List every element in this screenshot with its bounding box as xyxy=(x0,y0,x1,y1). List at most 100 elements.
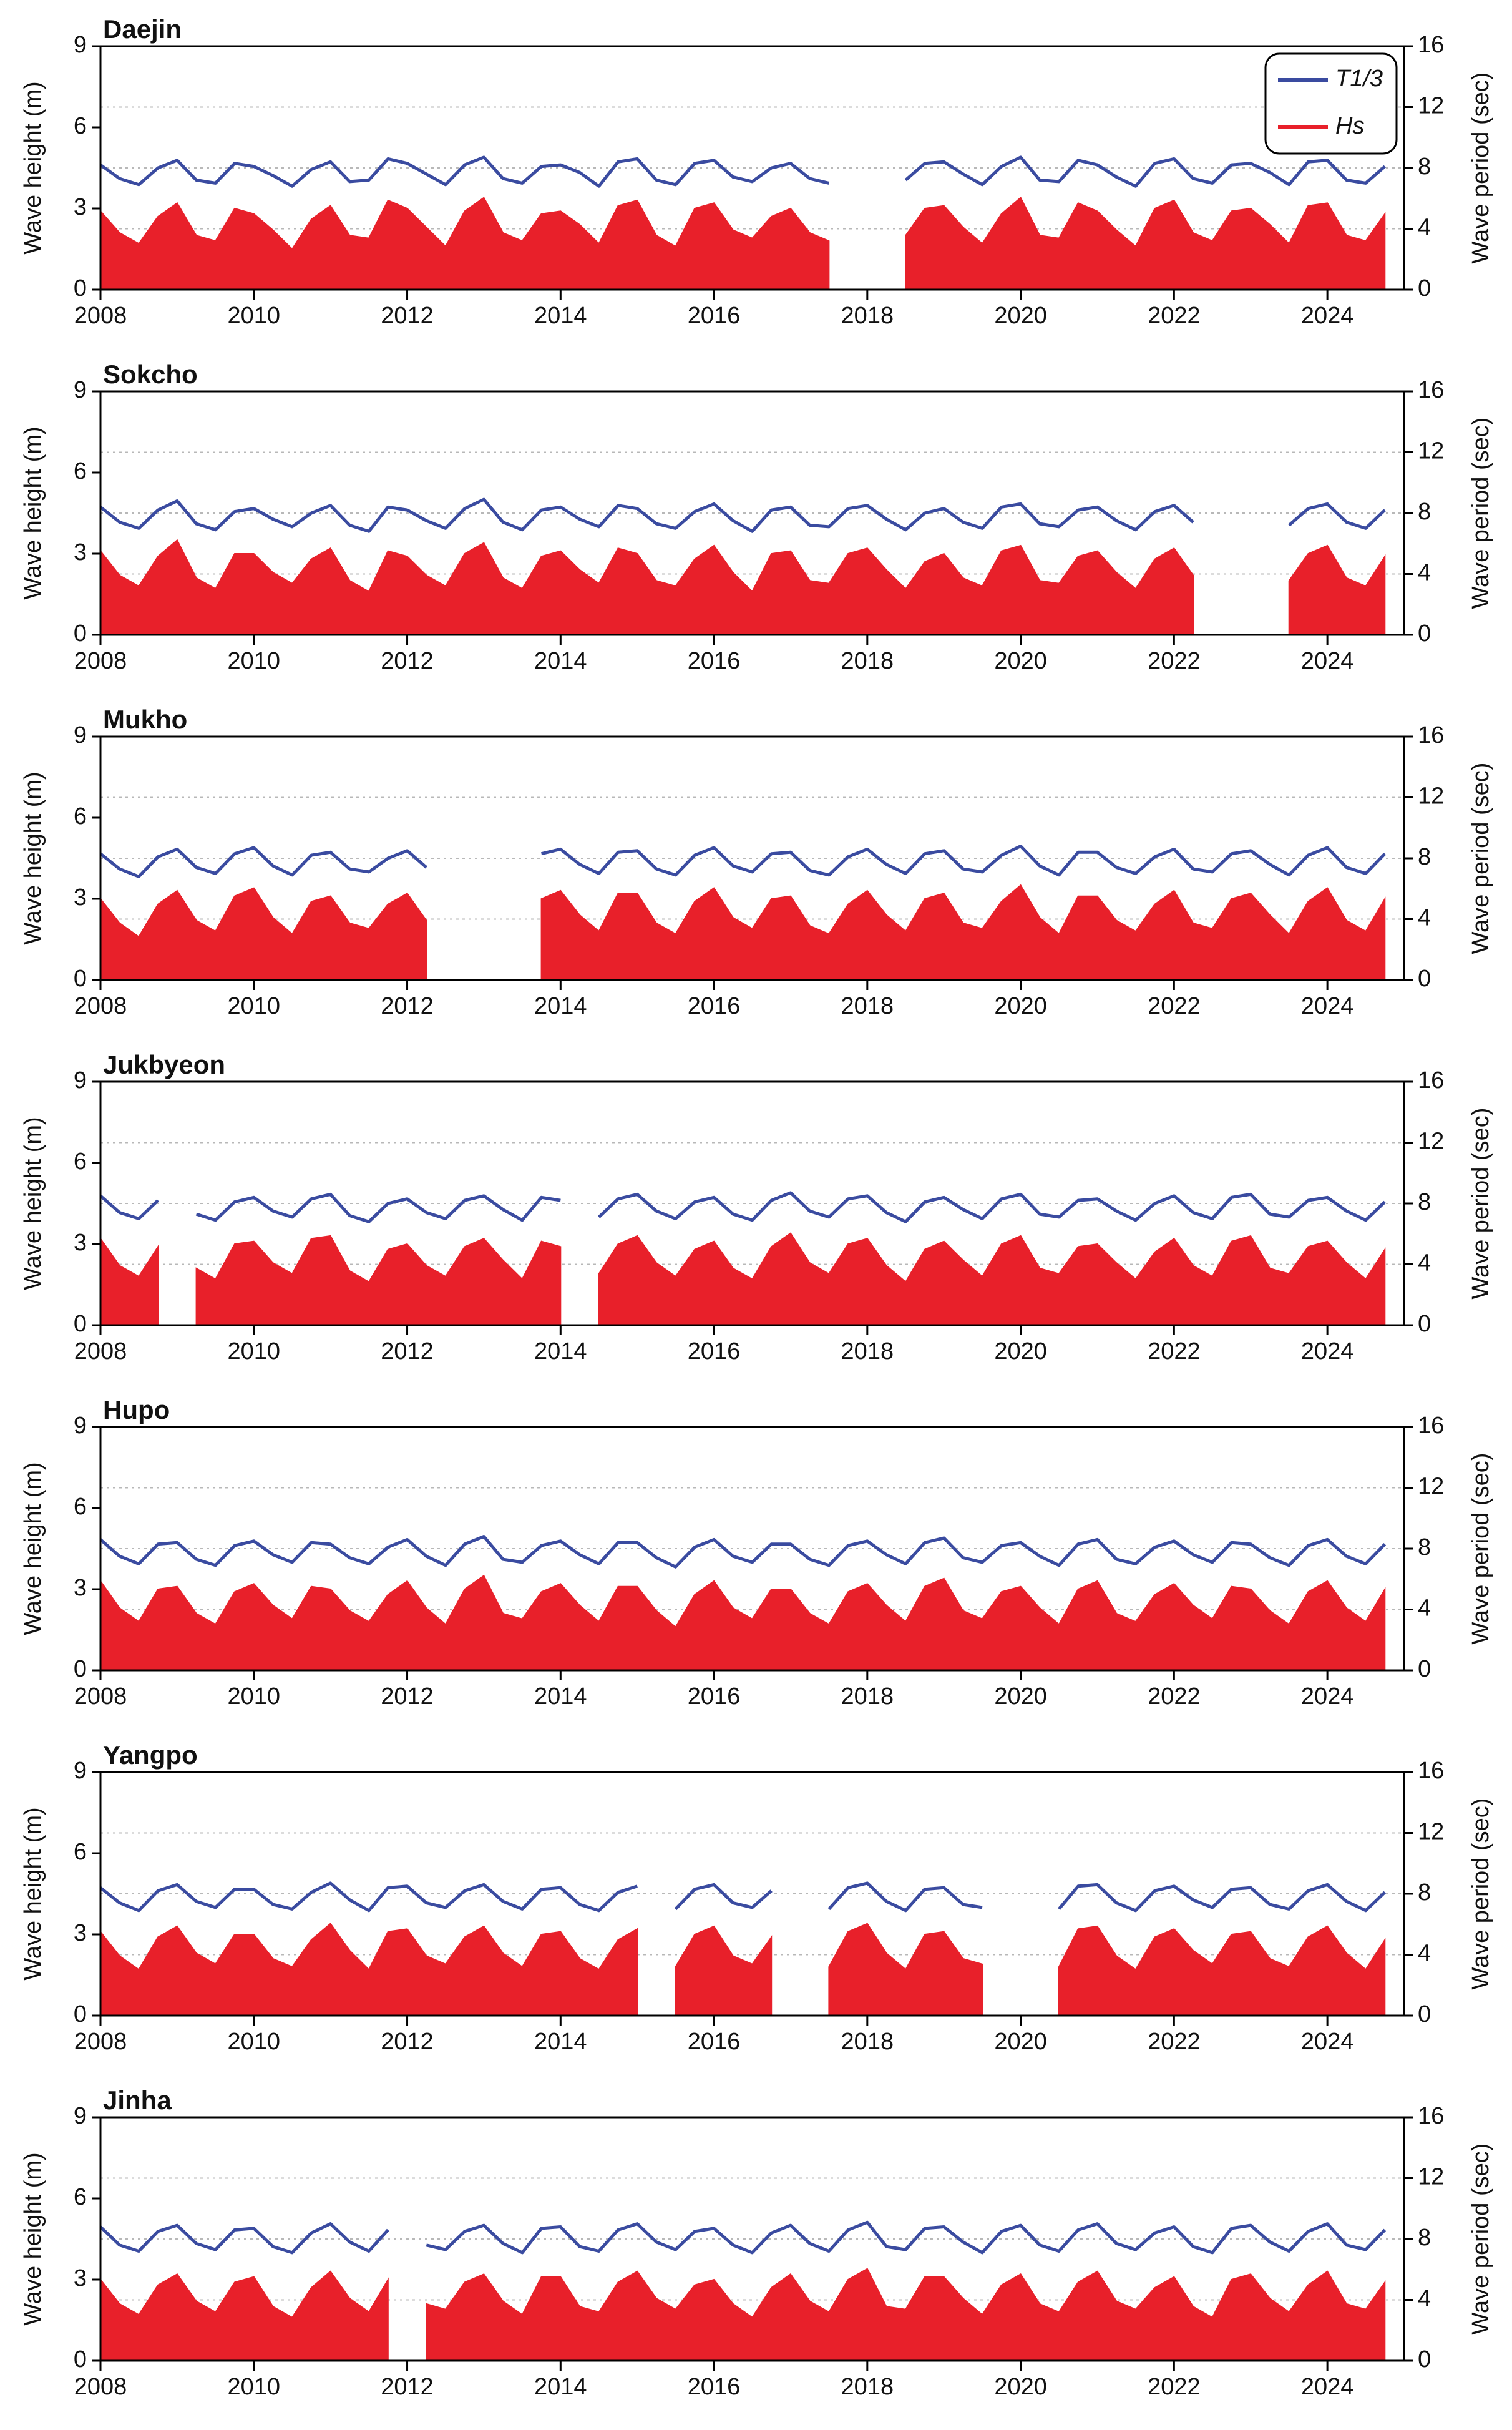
y2-tick-label: 8 xyxy=(1418,1879,1431,1906)
y2-tick-label: 8 xyxy=(1418,1189,1431,1215)
y-tick-label: 3 xyxy=(74,1575,87,1601)
x-tick-label: 2008 xyxy=(74,648,127,674)
x-tick-label: 2020 xyxy=(994,1338,1047,1364)
x-tick-label: 2024 xyxy=(1301,1338,1354,1364)
x-tick-label: 2014 xyxy=(534,303,587,329)
x-tick-label: 2018 xyxy=(841,648,894,674)
y-tick-label: 0 xyxy=(74,275,87,301)
y-axis-label: Wave height (m) xyxy=(20,1462,46,1635)
x-tick-label: 2016 xyxy=(688,303,741,329)
x-tick-label: 2022 xyxy=(1148,2029,1201,2055)
y-axis-label: Wave height (m) xyxy=(20,772,46,944)
y2-tick-label: 16 xyxy=(1418,1413,1444,1439)
x-tick-label: 2018 xyxy=(841,303,894,329)
y2-tick-label: 16 xyxy=(1418,1758,1444,1784)
y-tick-label: 3 xyxy=(74,884,87,911)
y2-tick-label: 8 xyxy=(1418,154,1431,180)
y-tick-label: 6 xyxy=(74,1494,87,1520)
x-tick-label: 2012 xyxy=(381,1683,434,1710)
x-tick-label: 2014 xyxy=(534,2374,587,2400)
y2-tick-label: 0 xyxy=(1418,1311,1431,1337)
y2-axis-label: Wave period (sec) xyxy=(1468,418,1494,609)
period-line xyxy=(99,1881,1387,1913)
period-line xyxy=(99,2220,1387,2255)
plot-frame xyxy=(99,735,1405,981)
plot-frame xyxy=(99,45,1405,291)
y2-tick-label: 4 xyxy=(1418,1941,1431,1967)
x-tick-label: 2024 xyxy=(1301,1683,1354,1710)
panel: 0 4 8 12 16 0 3 6 9 2008 2010 2012 2014 2016 2018 2020 2… xyxy=(20,2085,1494,2400)
x-tick-label: 2018 xyxy=(841,1683,894,1710)
y-axis-label: Wave height (m) xyxy=(20,1117,46,1290)
x-tick-label: 2012 xyxy=(381,993,434,1019)
y2-tick-label: 4 xyxy=(1418,1250,1431,1276)
y2-tick-label: 12 xyxy=(1418,93,1444,119)
x-tick-label: 2010 xyxy=(227,1338,280,1364)
y2-axis-label: Wave period (sec) xyxy=(1468,2143,1494,2335)
y-tick-label: 0 xyxy=(74,1311,87,1337)
panel-title: Yangpo xyxy=(103,1740,198,1770)
y-tick-label: 9 xyxy=(74,2103,87,2129)
x-tick-label: 2016 xyxy=(688,1683,741,1710)
y-tick-label: 0 xyxy=(74,2346,87,2373)
x-tick-label: 2016 xyxy=(688,2374,741,2400)
panel-title: Jukbyeon xyxy=(103,1050,225,1079)
period-line xyxy=(99,845,1387,878)
height-area xyxy=(100,2268,1386,2361)
x-tick-label: 2010 xyxy=(227,993,280,1019)
height-area xyxy=(100,884,1386,981)
y2-tick-label: 16 xyxy=(1418,32,1444,58)
y-tick-label: 3 xyxy=(74,539,87,566)
y-tick-label: 6 xyxy=(74,2184,87,2210)
y-tick-label: 9 xyxy=(74,722,87,748)
x-tick-label: 2010 xyxy=(227,2374,280,2400)
height-area xyxy=(100,1923,1386,2016)
y2-axis-label: Wave period (sec) xyxy=(1468,1798,1494,1990)
y2-tick-label: 8 xyxy=(1418,499,1431,525)
y2-axis-label: Wave period (sec) xyxy=(1468,1453,1494,1645)
period-line xyxy=(99,155,1386,188)
panel: 0 4 8 12 16 0 3 6 9 2008 2010 2012 2014 2016 2018 2020 2… xyxy=(20,705,1494,1019)
x-tick-label: 2010 xyxy=(227,303,280,329)
x-tick-label: 2018 xyxy=(841,2374,894,2400)
x-tick-label: 2008 xyxy=(74,2029,127,2055)
y-tick-label: 0 xyxy=(74,2001,87,2027)
y-tick-label: 6 xyxy=(74,803,87,830)
y-tick-label: 6 xyxy=(74,1149,87,1175)
panel: 0 4 8 12 16 0 3 6 9 2008 2010 2012 2014 2016 2018 2020 2… xyxy=(20,1395,1494,1710)
x-tick-label: 2014 xyxy=(534,648,587,674)
y2-tick-label: 12 xyxy=(1418,1474,1444,1500)
x-tick-label: 2008 xyxy=(74,1338,127,1364)
y-tick-label: 3 xyxy=(74,2265,87,2291)
height-area xyxy=(100,1574,1386,1671)
x-tick-label: 2008 xyxy=(74,303,127,329)
panel: 0 4 8 12 16 0 3 6 9 2008 2010 2012 2014 2016 2018 2020 2… xyxy=(20,360,1494,674)
y2-tick-label: 16 xyxy=(1418,722,1444,748)
x-tick-label: 2014 xyxy=(534,1338,587,1364)
x-tick-label: 2020 xyxy=(994,303,1047,329)
y2-tick-label: 0 xyxy=(1418,2346,1431,2373)
y2-axis-label: Wave period (sec) xyxy=(1468,1108,1494,1300)
x-tick-label: 2008 xyxy=(74,993,127,1019)
height-area xyxy=(100,539,1386,635)
y-tick-label: 0 xyxy=(74,1656,87,1682)
y-tick-label: 9 xyxy=(74,1413,87,1439)
y2-tick-label: 12 xyxy=(1418,783,1444,810)
y2-tick-label: 12 xyxy=(1418,2164,1444,2190)
x-tick-label: 2010 xyxy=(227,648,280,674)
legend-label: Hs xyxy=(1335,113,1364,139)
y2-tick-label: 4 xyxy=(1418,905,1431,931)
y2-tick-label: 4 xyxy=(1418,560,1431,586)
x-tick-label: 2014 xyxy=(534,993,587,1019)
y-axis-label: Wave height (m) xyxy=(20,426,46,599)
x-tick-label: 2014 xyxy=(534,2029,587,2055)
x-tick-label: 2020 xyxy=(994,648,1047,674)
y-axis-label: Wave height (m) xyxy=(20,2152,46,2325)
x-tick-label: 2022 xyxy=(1148,993,1201,1019)
x-tick-label: 2020 xyxy=(994,2029,1047,2055)
plot-frame xyxy=(99,390,1405,636)
panel: 0 4 8 12 16 0 3 6 9 2008 2010 2012 2014 2016 2018 2020 2… xyxy=(20,14,1494,329)
x-tick-label: 2016 xyxy=(688,1338,741,1364)
y-axis-label: Wave height (m) xyxy=(20,1807,46,1980)
